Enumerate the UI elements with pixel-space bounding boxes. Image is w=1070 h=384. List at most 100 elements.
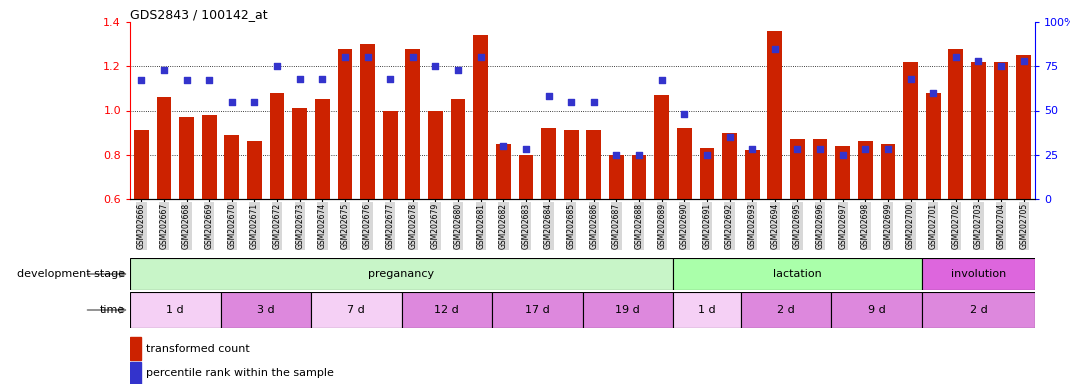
Bar: [972, 62, 985, 199]
Point: [924, 90, 942, 96]
Bar: [564, 131, 579, 199]
Point: [314, 76, 331, 82]
Text: 1 d: 1 d: [167, 305, 184, 315]
Point: [291, 76, 308, 82]
Point: [835, 152, 852, 158]
Point: [360, 54, 377, 60]
Point: [653, 77, 670, 83]
Bar: [129, 258, 673, 290]
Bar: [677, 128, 691, 199]
Point: [472, 54, 489, 60]
Bar: [129, 292, 220, 328]
Point: [993, 63, 1010, 70]
Bar: [179, 117, 194, 199]
Text: 1 d: 1 d: [698, 305, 716, 315]
Point: [721, 134, 738, 140]
Point: [178, 77, 195, 83]
Point: [766, 45, 783, 51]
Bar: [881, 144, 896, 199]
Bar: [401, 292, 492, 328]
Bar: [922, 292, 1035, 328]
Bar: [134, 131, 149, 199]
Bar: [519, 155, 533, 199]
Bar: [292, 108, 307, 199]
Bar: [337, 48, 352, 199]
Bar: [926, 93, 941, 199]
Point: [744, 146, 761, 152]
Point: [630, 152, 647, 158]
Point: [494, 143, 511, 149]
Point: [518, 146, 535, 152]
Point: [133, 77, 150, 83]
Text: GDS2843 / 100142_at: GDS2843 / 100142_at: [129, 8, 268, 21]
Bar: [858, 141, 873, 199]
Bar: [541, 128, 556, 199]
Text: 9 d: 9 d: [868, 305, 886, 315]
Point: [880, 146, 897, 152]
Text: 12 d: 12 d: [434, 305, 459, 315]
Bar: [790, 139, 805, 199]
Text: 19 d: 19 d: [615, 305, 640, 315]
Text: transformed count: transformed count: [147, 344, 250, 354]
Bar: [473, 35, 488, 199]
Point: [789, 146, 806, 152]
Point: [201, 77, 218, 83]
Bar: [722, 132, 737, 199]
Bar: [655, 95, 669, 199]
Bar: [428, 111, 443, 199]
Bar: [220, 292, 311, 328]
Point: [269, 63, 286, 70]
Text: time: time: [100, 305, 124, 315]
Bar: [225, 135, 240, 199]
Bar: [315, 99, 330, 199]
Bar: [450, 99, 465, 199]
Bar: [492, 292, 582, 328]
Point: [540, 93, 557, 99]
Bar: [270, 93, 285, 199]
Bar: [247, 141, 262, 199]
Bar: [994, 62, 1008, 199]
Point: [427, 63, 444, 70]
Bar: [361, 44, 374, 199]
Bar: [836, 146, 850, 199]
Bar: [609, 155, 624, 199]
Point: [902, 76, 919, 82]
Point: [449, 67, 467, 73]
Bar: [922, 258, 1035, 290]
Point: [404, 54, 422, 60]
Point: [563, 99, 580, 105]
Bar: [631, 155, 646, 199]
Bar: [673, 258, 922, 290]
Bar: [383, 111, 398, 199]
Point: [699, 152, 716, 158]
Point: [585, 99, 602, 105]
Point: [1015, 58, 1033, 64]
Bar: [948, 48, 963, 199]
Bar: [1016, 55, 1031, 199]
Bar: [156, 97, 171, 199]
Bar: [129, 338, 141, 359]
Point: [857, 146, 874, 152]
Text: 3 d: 3 d: [257, 305, 275, 315]
Bar: [813, 139, 827, 199]
Bar: [582, 292, 673, 328]
Bar: [745, 150, 760, 199]
Text: involution: involution: [951, 269, 1006, 279]
Bar: [740, 292, 831, 328]
Bar: [202, 115, 216, 199]
Point: [336, 54, 353, 60]
Point: [382, 76, 399, 82]
Text: preganancy: preganancy: [368, 269, 434, 279]
Text: development stage: development stage: [16, 269, 124, 279]
Text: 2 d: 2 d: [969, 305, 988, 315]
Bar: [903, 62, 918, 199]
Point: [969, 58, 987, 64]
Bar: [831, 292, 922, 328]
Text: percentile rank within the sample: percentile rank within the sample: [147, 368, 334, 378]
Point: [155, 67, 172, 73]
Text: lactation: lactation: [773, 269, 822, 279]
Point: [947, 54, 964, 60]
Text: 17 d: 17 d: [525, 305, 550, 315]
Bar: [406, 48, 421, 199]
Bar: [129, 362, 141, 384]
